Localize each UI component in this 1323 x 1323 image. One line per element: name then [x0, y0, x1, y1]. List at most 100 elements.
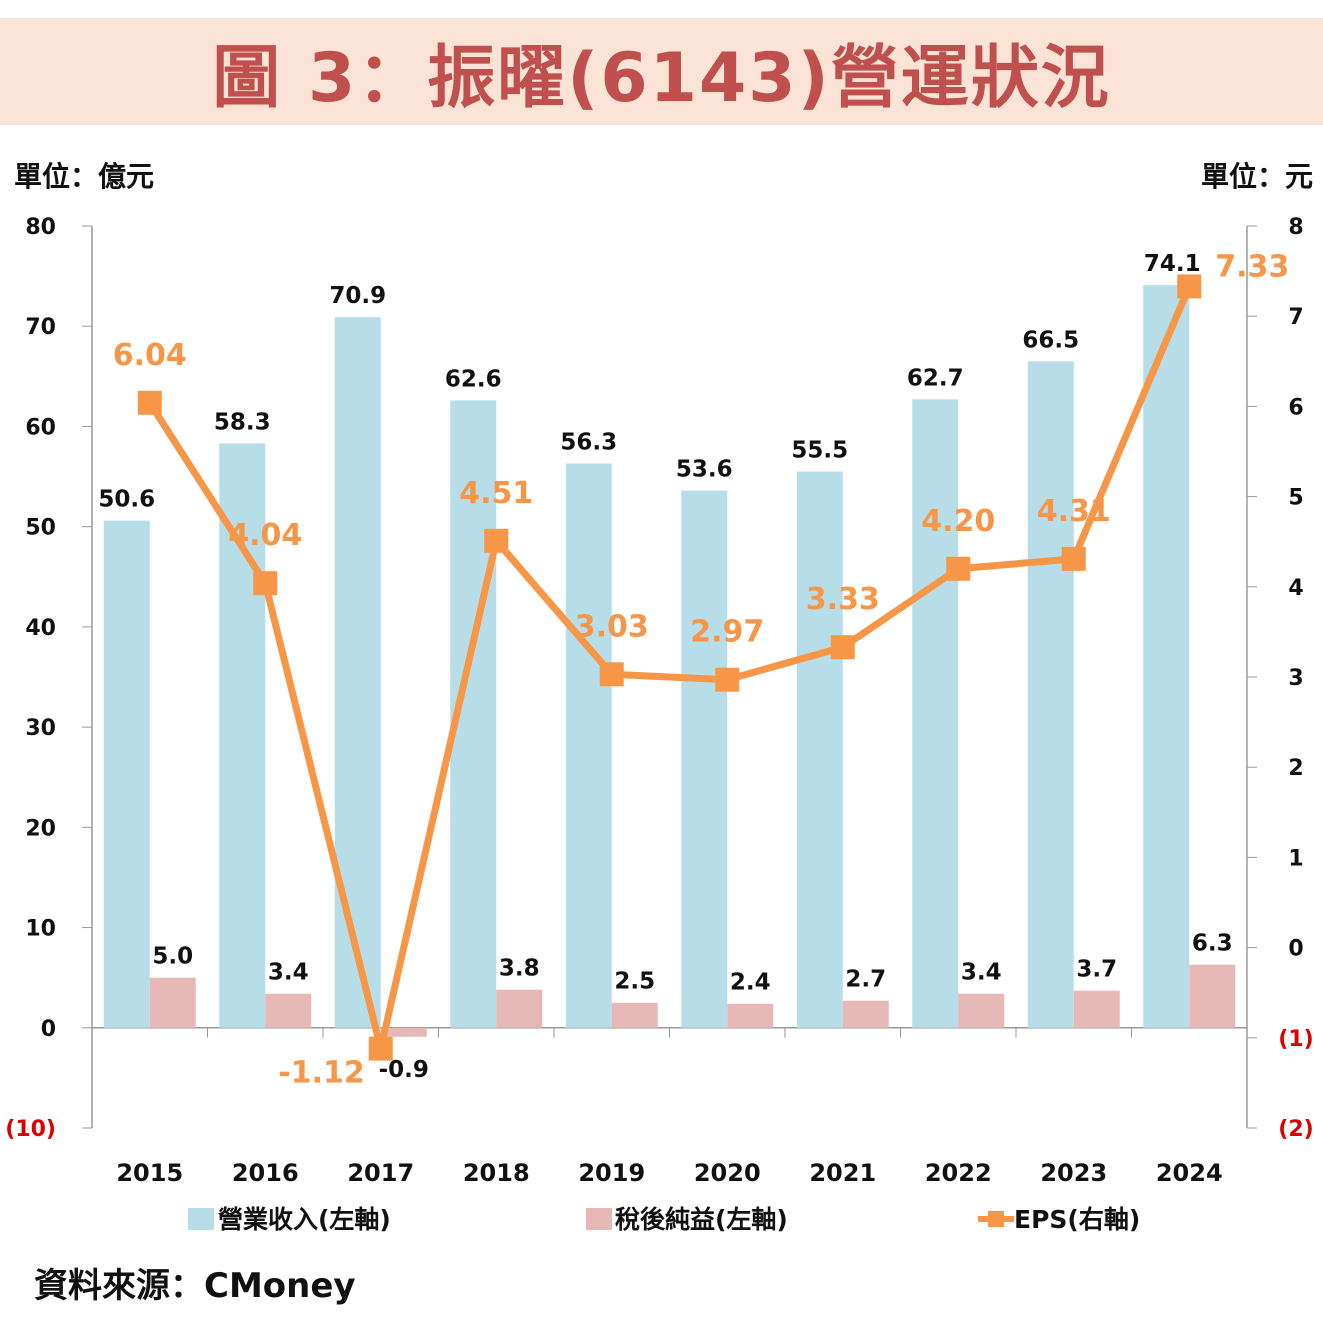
left-axis-unit: 單位：億元: [14, 160, 155, 193]
right-tick-label: 4: [1288, 576, 1303, 601]
source-note: 資料來源：CMoney: [34, 1266, 356, 1306]
category-label: 2020: [694, 1159, 761, 1187]
eps-line: [146, 285, 1193, 1053]
profit-bar: [149, 977, 196, 1028]
eps-data-label: 3.33: [806, 582, 880, 617]
revenue-bar: [1027, 361, 1074, 1028]
left-tick-label: 40: [25, 616, 56, 641]
revenue-data-label: 55.5: [791, 438, 848, 464]
legend-swatch-profit: [586, 1208, 612, 1230]
revenue-bar: [912, 399, 959, 1028]
eps-marker: [1061, 546, 1086, 571]
profit-bar: [496, 989, 543, 1028]
left-tick-label: (10): [5, 1117, 56, 1142]
revenue-data-label: 62.6: [445, 366, 502, 392]
right-tick-label: 0: [1288, 937, 1303, 962]
eps-data-label: 4.20: [921, 504, 995, 539]
revenue-data-label: 58.3: [214, 409, 271, 435]
profit-data-label: 3.4: [961, 960, 1002, 986]
profit-bar: [958, 993, 1005, 1028]
eps-marker: [368, 1036, 393, 1061]
profit-data-label: 5.0: [152, 944, 193, 970]
eps-data-label: 3.03: [575, 609, 649, 644]
profit-data-label: 6.3: [1192, 931, 1233, 957]
right-axis-unit: 單位：元: [1200, 160, 1313, 193]
category-label: 2015: [116, 1159, 183, 1187]
right-tick-label: 1: [1288, 846, 1303, 871]
profit-bar: [611, 1002, 658, 1028]
profit-bar: [842, 1000, 889, 1028]
left-tick-label: 20: [25, 816, 56, 841]
left-tick-label: 0: [41, 1017, 56, 1042]
revenue-bar: [334, 317, 381, 1028]
title-band: 圖 3：振曜(6143)營運狀況: [0, 18, 1323, 125]
left-tick-label: 80: [25, 215, 56, 240]
eps-marker: [137, 390, 162, 415]
revenue-data-label: 74.1: [1144, 251, 1201, 277]
revenue-data-label: 66.5: [1022, 327, 1079, 353]
legend-label-profit: 稅後純益(左軸): [615, 1205, 788, 1234]
revenue-bar: [796, 471, 843, 1028]
profit-data-label: 2.4: [730, 970, 771, 996]
right-tick-label: 2: [1288, 756, 1303, 781]
profit-bar: [727, 1003, 774, 1028]
revenue-data-label: 62.7: [907, 365, 964, 391]
eps-marker: [946, 556, 971, 581]
revenue-data-label: 50.6: [98, 487, 155, 513]
profit-data-label: 2.7: [845, 967, 886, 993]
profit-data-label: -0.9: [379, 1057, 429, 1083]
eps-marker: [715, 667, 740, 692]
eps-data-label: 6.04: [113, 338, 187, 373]
right-tick-label: 5: [1288, 486, 1303, 511]
legend-label-eps: EPS(右軸): [1014, 1205, 1140, 1234]
left-tick-label: 50: [25, 516, 56, 541]
legend-marker-eps: [988, 1211, 1004, 1227]
left-tick-label: 60: [25, 415, 56, 440]
revenue-bar: [681, 490, 728, 1028]
category-label: 2021: [809, 1159, 876, 1187]
category-label: 2024: [1156, 1159, 1223, 1187]
revenue-data-label: 53.6: [676, 457, 733, 483]
eps-marker: [1177, 274, 1202, 299]
right-tick-label: 8: [1288, 215, 1303, 240]
eps-marker: [253, 571, 278, 596]
revenue-data-label: 70.9: [329, 283, 386, 309]
profit-data-label: 2.5: [614, 969, 655, 995]
eps-data-label: -1.12: [278, 1056, 364, 1091]
revenue-bar: [1143, 285, 1190, 1028]
category-label: 2023: [1040, 1159, 1107, 1187]
chart-title: 圖 3：振曜(6143)營運狀況: [212, 39, 1111, 118]
legend-label-revenue: 營業收入(左軸): [218, 1205, 391, 1234]
eps-marker: [484, 528, 509, 553]
right-tick-label: (1): [1278, 1027, 1313, 1052]
category-label: 2018: [463, 1159, 530, 1187]
left-tick-label: 30: [25, 716, 56, 741]
category-label: 2017: [347, 1159, 414, 1187]
profit-bar: [1073, 990, 1120, 1028]
right-tick-label: 3: [1288, 666, 1303, 691]
left-tick-label: 70: [25, 315, 56, 340]
category-label: 2016: [232, 1159, 299, 1187]
profit-bar: [1189, 964, 1236, 1028]
legend-swatch-revenue: [188, 1208, 214, 1230]
profit-data-label: 3.7: [1076, 957, 1117, 983]
revenue-data-label: 56.3: [560, 430, 617, 456]
category-label: 2022: [925, 1159, 992, 1187]
profit-bar: [380, 1027, 427, 1037]
category-label: 2019: [578, 1159, 645, 1187]
profit-data-label: 3.8: [499, 956, 540, 982]
eps-data-label: 4.04: [228, 518, 302, 553]
right-tick-label: 6: [1288, 395, 1303, 420]
left-tick-label: 10: [25, 917, 56, 942]
eps-data-label: 4.31: [1037, 494, 1111, 529]
revenue-bar: [565, 463, 612, 1028]
revenue-bar: [103, 520, 150, 1028]
eps-marker: [599, 662, 624, 687]
eps-data-label: 4.51: [459, 476, 533, 511]
eps-marker: [830, 635, 855, 660]
eps-data-label: 7.33: [1215, 249, 1289, 284]
right-tick-label: 7: [1288, 305, 1303, 330]
profit-bar: [265, 993, 312, 1028]
